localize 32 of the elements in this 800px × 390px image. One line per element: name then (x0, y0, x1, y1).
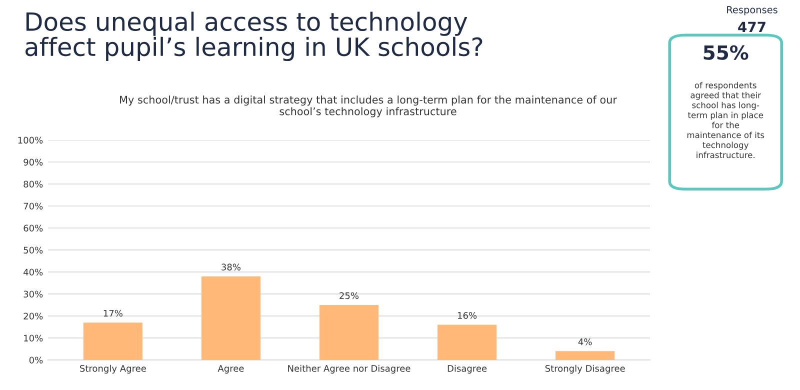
y-tick-label: 10% (24, 334, 43, 342)
data-label: 38% (222, 264, 240, 270)
bar (556, 351, 615, 360)
bar (201, 276, 260, 360)
y-tick-label: 60% (24, 224, 43, 232)
y-tick-label: 40% (24, 268, 43, 276)
bar (319, 304, 379, 360)
x-tick-label: Disagree (448, 364, 487, 374)
x-tick-label: Strongly Disagree (545, 364, 625, 374)
text: of respondents agreed that their school has long- term plan in place for the maintenance of its technology infrastructure. (687, 82, 764, 158)
y-tick-label: 50% (24, 246, 43, 254)
bar (83, 322, 142, 360)
y-tick-label: 0% (29, 356, 43, 364)
y-tick-label: 20% (24, 312, 43, 320)
data-label: 17% (104, 310, 122, 317)
y-tick-label: 90% (24, 158, 43, 166)
chart-title: Does unequal access to technology affect pupil’s learning in UK schools? (26, 12, 482, 62)
data-label: 25% (340, 292, 359, 300)
x-tick-label: Neither Agree nor Disagree (288, 364, 410, 374)
bar (438, 324, 497, 360)
data-label: 16% (458, 312, 477, 319)
chart-subtitle: My school/trust has a digital strategy that includes a long-term plan for the maintenance of our school’s technology infrastructure (120, 96, 617, 118)
y-tick-label: 100% (18, 136, 43, 144)
data-label: 4% (578, 338, 592, 346)
text: Responses (727, 6, 778, 16)
text: 477 (738, 22, 766, 32)
y-tick-label: 80% (24, 180, 43, 188)
text: 55% (704, 45, 748, 60)
y-tick-label: 30% (24, 290, 43, 298)
x-tick-label: Strongly Agree (80, 364, 146, 374)
x-tick-label: Agree (218, 365, 244, 374)
y-tick-label: 70% (24, 202, 43, 210)
